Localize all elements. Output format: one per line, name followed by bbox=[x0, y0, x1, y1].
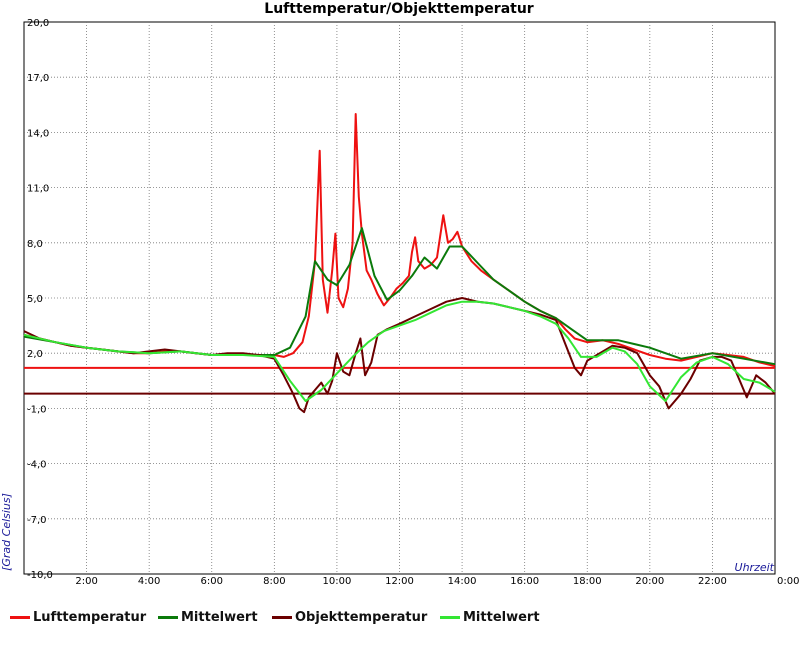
y-tick-label: 5,0 bbox=[27, 294, 43, 305]
reference-lines bbox=[24, 366, 775, 395]
legend-swatch bbox=[440, 615, 460, 619]
x-tick-label: 12:00 bbox=[385, 576, 414, 587]
y-tick-label: 14,0 bbox=[27, 128, 49, 139]
y-tick-label: 20,0 bbox=[27, 18, 49, 29]
x-tick-label: 20:00 bbox=[635, 576, 664, 587]
x-tick-label: 2:00 bbox=[75, 576, 97, 587]
y-tick-label: 11,0 bbox=[27, 184, 49, 195]
legend-label: Mittelwert bbox=[463, 609, 540, 625]
x-tick-label: 8:00 bbox=[263, 576, 285, 587]
x-tick-label: 4:00 bbox=[138, 576, 160, 587]
y-axis-label: [Grad Celsius] bbox=[0, 493, 13, 571]
legend-item-objekttemperatur: Objekttemperatur bbox=[272, 606, 427, 628]
y-tick-label: -1,0 bbox=[27, 404, 47, 415]
x-tick-labels: 2:00 4:00 6:00 8:00 10:00 12:00 14:00 16:00 18:0… bbox=[75, 576, 799, 587]
y-tick-label: -4,0 bbox=[27, 460, 47, 471]
y-tick-label: 17,0 bbox=[27, 73, 49, 84]
chart-title: Lufttemperatur/Objekttemperatur bbox=[264, 1, 534, 17]
x-tick-label: 16:00 bbox=[510, 576, 539, 587]
x-tick-label: 6:00 bbox=[201, 576, 223, 587]
x-tick-label: 14:00 bbox=[448, 576, 477, 587]
x-axis-label: Uhrzeit bbox=[735, 561, 775, 574]
x-tick-label: 0:00 bbox=[777, 576, 799, 587]
y-tick-labels: 20,0 17,0 14,0 11,0 8,0 5,0 2,0 -1,0 -4,0 -7,0 -10… bbox=[27, 18, 53, 581]
series-lines bbox=[23, 113, 776, 414]
x-tick-label: 10:00 bbox=[323, 576, 352, 587]
legend-label: Lufttemperatur bbox=[33, 609, 147, 625]
x-tick-label: 18:00 bbox=[573, 576, 602, 587]
legend-swatch bbox=[158, 615, 178, 619]
legend-item-mittelwert-1: Mittelwert bbox=[158, 606, 258, 628]
legend: Lufttemperatur Mittelwert Objekttemperat… bbox=[0, 606, 800, 630]
chart-svg: Lufttemperatur/Objekttemperatur 20,0 17,0… bbox=[0, 1, 799, 587]
legend-item-lufttemperatur: Lufttemperatur bbox=[10, 606, 146, 628]
legend-swatch bbox=[272, 615, 292, 619]
series-line-4 bbox=[23, 300, 776, 402]
y-tick-label: 8,0 bbox=[27, 239, 43, 250]
y-tick-label: -10,0 bbox=[27, 570, 53, 581]
legend-label: Objekttemperatur bbox=[295, 609, 428, 625]
y-tick-label: 2,0 bbox=[27, 349, 43, 360]
grid bbox=[24, 22, 775, 574]
legend-item-mittelwert-2: Mittelwert bbox=[440, 606, 540, 628]
y-tick-label: -7,0 bbox=[27, 515, 47, 526]
legend-swatch bbox=[10, 615, 30, 619]
legend-label: Mittelwert bbox=[181, 609, 258, 625]
x-tick-label: 22:00 bbox=[698, 576, 727, 587]
